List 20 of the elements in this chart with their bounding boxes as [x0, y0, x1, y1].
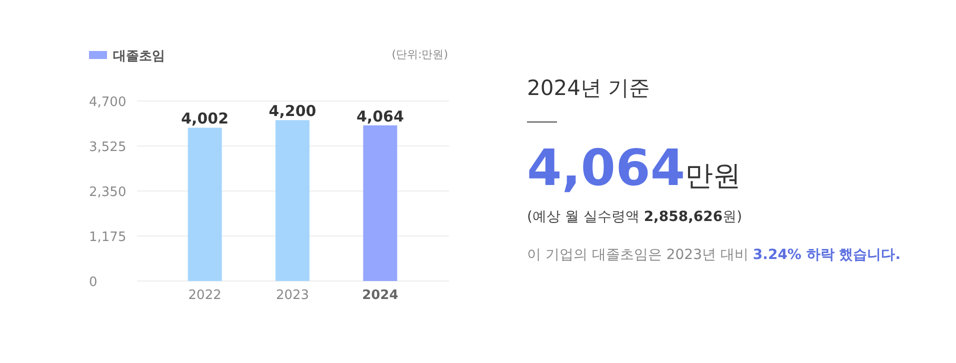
- text: 이 기업의 대졸초임은 2023년 대비 3.24% 하락 했습니다.: [527, 247, 901, 263]
- x-tick-label: 2023: [276, 288, 310, 303]
- x-tick-label: 2022: [188, 288, 222, 303]
- bar: [188, 128, 222, 281]
- y-tick-label: 0: [89, 275, 98, 290]
- text: (예상 월 실수령액 2,858,626원): [527, 209, 742, 225]
- x-tick-label: 2024: [362, 288, 398, 303]
- y-tick-label: 1,175: [89, 230, 126, 245]
- text: 4,064만원: [527, 139, 742, 197]
- y-tick-label: 3,525: [89, 140, 126, 155]
- data-label: 4,200: [268, 102, 316, 120]
- data-label: 4,064: [356, 107, 404, 126]
- text: 2024년 기준: [527, 76, 650, 100]
- y-tick-label: 4,700: [89, 95, 126, 110]
- y-tick-label: 2,350: [89, 185, 126, 200]
- bar: [276, 120, 310, 281]
- data-label: 4,002: [181, 110, 229, 128]
- bar: [363, 125, 398, 281]
- legend-label: 대졸초임: [113, 49, 165, 64]
- text: (단위:만원): [392, 48, 448, 61]
